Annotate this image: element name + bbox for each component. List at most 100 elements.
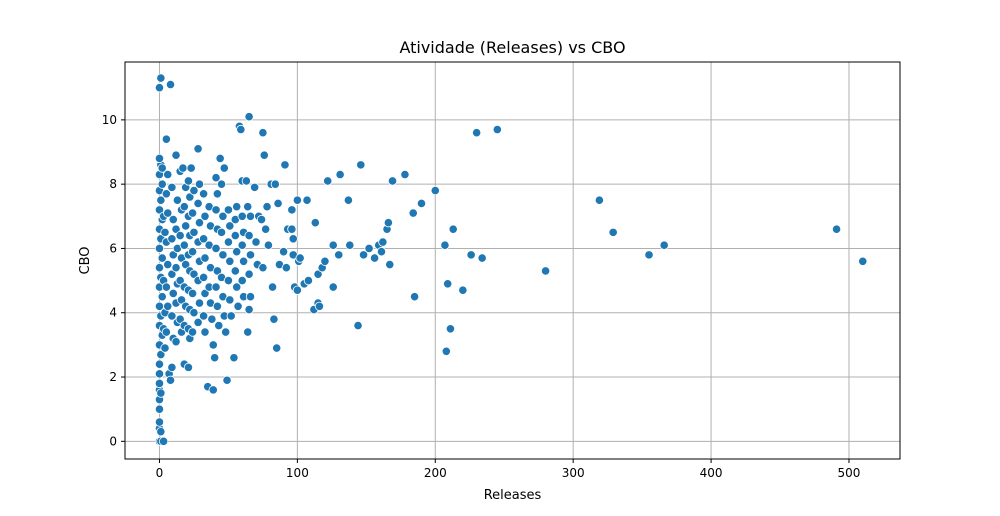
data-point bbox=[229, 353, 239, 363]
data-point bbox=[408, 208, 418, 218]
data-point bbox=[200, 211, 210, 221]
plot-frame bbox=[124, 61, 901, 460]
data-point bbox=[175, 314, 185, 324]
data-point bbox=[156, 427, 166, 437]
data-point bbox=[208, 340, 218, 350]
data-point bbox=[210, 353, 220, 363]
data-point bbox=[199, 234, 209, 244]
x-tick-label: 0 bbox=[156, 466, 164, 480]
data-point bbox=[272, 343, 282, 353]
data-point bbox=[245, 292, 256, 302]
data-point bbox=[328, 282, 338, 292]
data-point bbox=[226, 311, 236, 321]
data-point bbox=[445, 324, 456, 334]
data-point bbox=[358, 250, 369, 260]
data-point bbox=[251, 237, 261, 247]
data-point bbox=[157, 292, 167, 302]
data-point bbox=[256, 214, 267, 225]
data-point bbox=[187, 327, 198, 337]
data-point bbox=[171, 224, 181, 234]
y-tick-label: 4 bbox=[109, 306, 117, 320]
data-point bbox=[165, 375, 176, 385]
x-tick-label: 200 bbox=[424, 466, 447, 480]
data-point bbox=[353, 320, 363, 331]
data-point bbox=[383, 218, 393, 228]
data-point bbox=[193, 317, 203, 327]
data-points bbox=[154, 73, 868, 446]
data-point bbox=[181, 221, 191, 231]
data-point bbox=[230, 230, 240, 241]
data-point bbox=[161, 189, 171, 199]
data-point bbox=[387, 176, 398, 186]
data-point bbox=[608, 227, 618, 237]
data-point bbox=[323, 176, 333, 186]
data-point bbox=[199, 272, 209, 282]
data-point bbox=[345, 240, 355, 250]
data-point bbox=[263, 240, 274, 250]
data-point bbox=[167, 269, 177, 279]
data-point bbox=[659, 240, 669, 250]
data-point bbox=[244, 230, 254, 241]
data-point bbox=[157, 179, 167, 189]
data-point bbox=[157, 163, 167, 173]
data-point bbox=[356, 160, 366, 170]
data-point bbox=[400, 169, 410, 180]
data-point bbox=[186, 163, 196, 173]
data-point bbox=[193, 144, 203, 154]
data-point bbox=[181, 259, 191, 270]
data-point bbox=[163, 301, 173, 311]
data-point bbox=[334, 250, 344, 260]
data-point bbox=[187, 208, 198, 218]
data-point bbox=[189, 269, 199, 279]
data-point bbox=[273, 198, 283, 209]
data-point bbox=[199, 311, 209, 321]
data-point bbox=[343, 195, 353, 205]
y-tick-label: 6 bbox=[109, 241, 117, 255]
y-tick-label: 0 bbox=[109, 434, 117, 448]
data-point bbox=[175, 230, 185, 241]
data-point bbox=[194, 218, 205, 228]
data-point bbox=[167, 362, 177, 372]
data-point bbox=[200, 253, 210, 263]
data-point bbox=[211, 282, 221, 292]
data-point bbox=[225, 256, 235, 266]
data-point bbox=[212, 189, 222, 199]
data-point bbox=[472, 128, 482, 138]
data-point bbox=[159, 436, 169, 446]
data-point bbox=[223, 237, 234, 247]
data-point bbox=[156, 349, 166, 360]
data-point bbox=[261, 224, 271, 234]
data-point bbox=[218, 250, 228, 260]
data-point bbox=[237, 275, 247, 286]
data-point bbox=[194, 179, 205, 189]
data-point bbox=[199, 189, 209, 199]
x-tick-label: 400 bbox=[700, 466, 723, 480]
x-tick-label: 500 bbox=[838, 466, 861, 480]
x-tick-label: 100 bbox=[286, 466, 309, 480]
data-point bbox=[270, 179, 280, 189]
data-point bbox=[185, 192, 195, 202]
data-point bbox=[440, 240, 450, 250]
data-point bbox=[156, 195, 166, 205]
data-point bbox=[364, 243, 374, 254]
data-point bbox=[163, 259, 173, 270]
data-point bbox=[154, 404, 165, 414]
data-point bbox=[232, 247, 242, 257]
data-point bbox=[211, 243, 221, 254]
data-point bbox=[244, 112, 254, 122]
data-point bbox=[161, 134, 171, 144]
y-tick-label: 10 bbox=[102, 113, 117, 127]
data-point bbox=[245, 211, 256, 221]
data-point bbox=[168, 214, 178, 225]
data-point bbox=[287, 205, 297, 215]
data-point bbox=[154, 243, 165, 254]
data-point bbox=[189, 308, 199, 318]
data-point bbox=[171, 263, 181, 273]
data-point bbox=[179, 240, 189, 250]
data-point bbox=[179, 202, 189, 212]
data-point bbox=[183, 176, 194, 186]
data-point bbox=[171, 337, 181, 347]
data-point bbox=[225, 221, 235, 231]
data-point bbox=[167, 311, 177, 321]
